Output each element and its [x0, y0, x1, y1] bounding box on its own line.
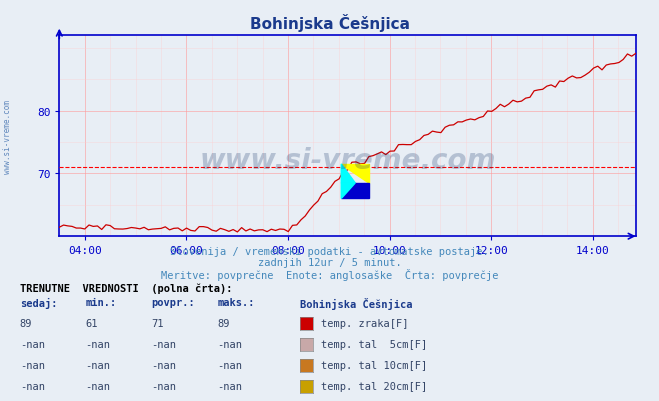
Polygon shape	[341, 184, 369, 199]
Text: -nan: -nan	[86, 360, 111, 370]
Text: Bohinjska Češnjica: Bohinjska Češnjica	[250, 14, 409, 32]
Text: -nan: -nan	[20, 360, 45, 370]
Text: -nan: -nan	[20, 339, 45, 349]
Polygon shape	[341, 184, 355, 199]
Text: -nan: -nan	[217, 381, 243, 391]
Text: -nan: -nan	[20, 381, 45, 391]
Text: -nan: -nan	[152, 381, 177, 391]
Text: min.:: min.:	[86, 298, 117, 308]
Polygon shape	[341, 164, 369, 184]
Text: zadnjih 12ur / 5 minut.: zadnjih 12ur / 5 minut.	[258, 257, 401, 267]
Text: povpr.:: povpr.:	[152, 298, 195, 308]
Text: www.si-vreme.com: www.si-vreme.com	[3, 99, 13, 173]
Text: 89: 89	[217, 318, 230, 328]
Text: -nan: -nan	[217, 339, 243, 349]
Text: temp. tal  5cm[F]: temp. tal 5cm[F]	[321, 339, 427, 349]
Text: Slovenija / vremenski podatki - avtomatske postaje.: Slovenija / vremenski podatki - avtomats…	[170, 247, 489, 257]
Text: temp. tal 10cm[F]: temp. tal 10cm[F]	[321, 360, 427, 370]
Text: TRENUTNE  VREDNOSTI  (polna črta):: TRENUTNE VREDNOSTI (polna črta):	[20, 283, 232, 293]
Text: www.si-vreme.com: www.si-vreme.com	[200, 146, 496, 174]
Text: Bohinjska Češnjica: Bohinjska Češnjica	[300, 298, 413, 310]
Text: -nan: -nan	[152, 339, 177, 349]
Text: -nan: -nan	[86, 339, 111, 349]
Text: sedaj:: sedaj:	[20, 298, 57, 308]
Text: -nan: -nan	[86, 381, 111, 391]
Text: 71: 71	[152, 318, 164, 328]
Text: 61: 61	[86, 318, 98, 328]
Text: Meritve: povprečne  Enote: anglosaške  Črta: povprečje: Meritve: povprečne Enote: anglosaške Črt…	[161, 268, 498, 280]
Text: temp. tal 20cm[F]: temp. tal 20cm[F]	[321, 381, 427, 391]
Text: temp. zraka[F]: temp. zraka[F]	[321, 318, 409, 328]
Text: maks.:: maks.:	[217, 298, 255, 308]
Text: 89: 89	[20, 318, 32, 328]
Text: -nan: -nan	[217, 360, 243, 370]
Text: -nan: -nan	[152, 360, 177, 370]
Polygon shape	[341, 164, 355, 184]
